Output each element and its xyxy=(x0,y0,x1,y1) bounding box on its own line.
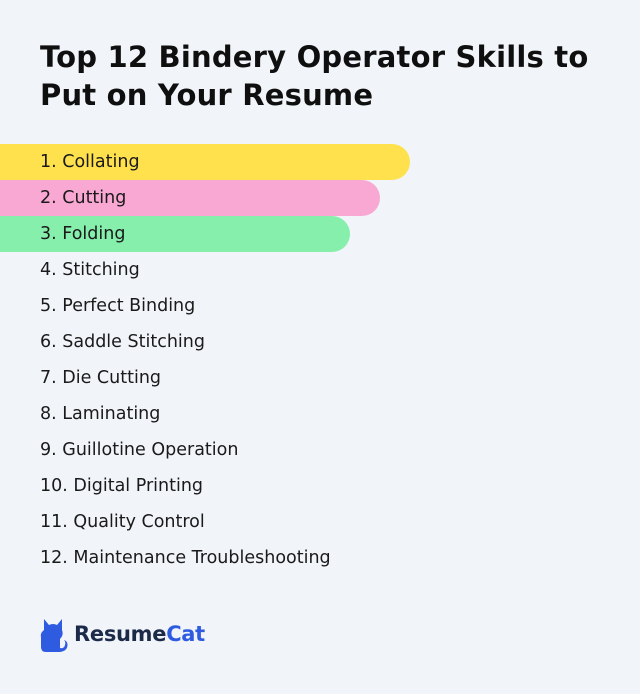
skill-item: 1. Collating xyxy=(0,144,410,180)
skill-item: 3. Folding xyxy=(0,216,350,252)
page-title: Top 12 Bindery Operator Skills to Put on… xyxy=(40,40,589,112)
skills-list: 1. Collating 2. Cutting 3. Folding 4. St… xyxy=(0,144,410,576)
skill-item: 5. Perfect Binding xyxy=(40,296,196,316)
skill-item: 2. Cutting xyxy=(0,180,380,216)
skill-item: 7. Die Cutting xyxy=(40,368,162,388)
resumecat-logo[interactable]: ResumeCat xyxy=(38,614,205,654)
skill-item: 6. Saddle Stitching xyxy=(40,332,205,352)
skill-item: 10. Digital Printing xyxy=(40,476,204,496)
skill-item: 11. Quality Control xyxy=(40,512,205,532)
skill-item: 9. Guillotine Operation xyxy=(40,440,239,460)
skill-item: 8. Laminating xyxy=(40,404,161,424)
cat-icon xyxy=(40,619,68,652)
skill-item: 4. Stitching xyxy=(40,260,140,280)
skill-item: 12. Maintenance Troubleshooting xyxy=(40,548,331,568)
brand-name: ResumeCat xyxy=(74,622,205,646)
